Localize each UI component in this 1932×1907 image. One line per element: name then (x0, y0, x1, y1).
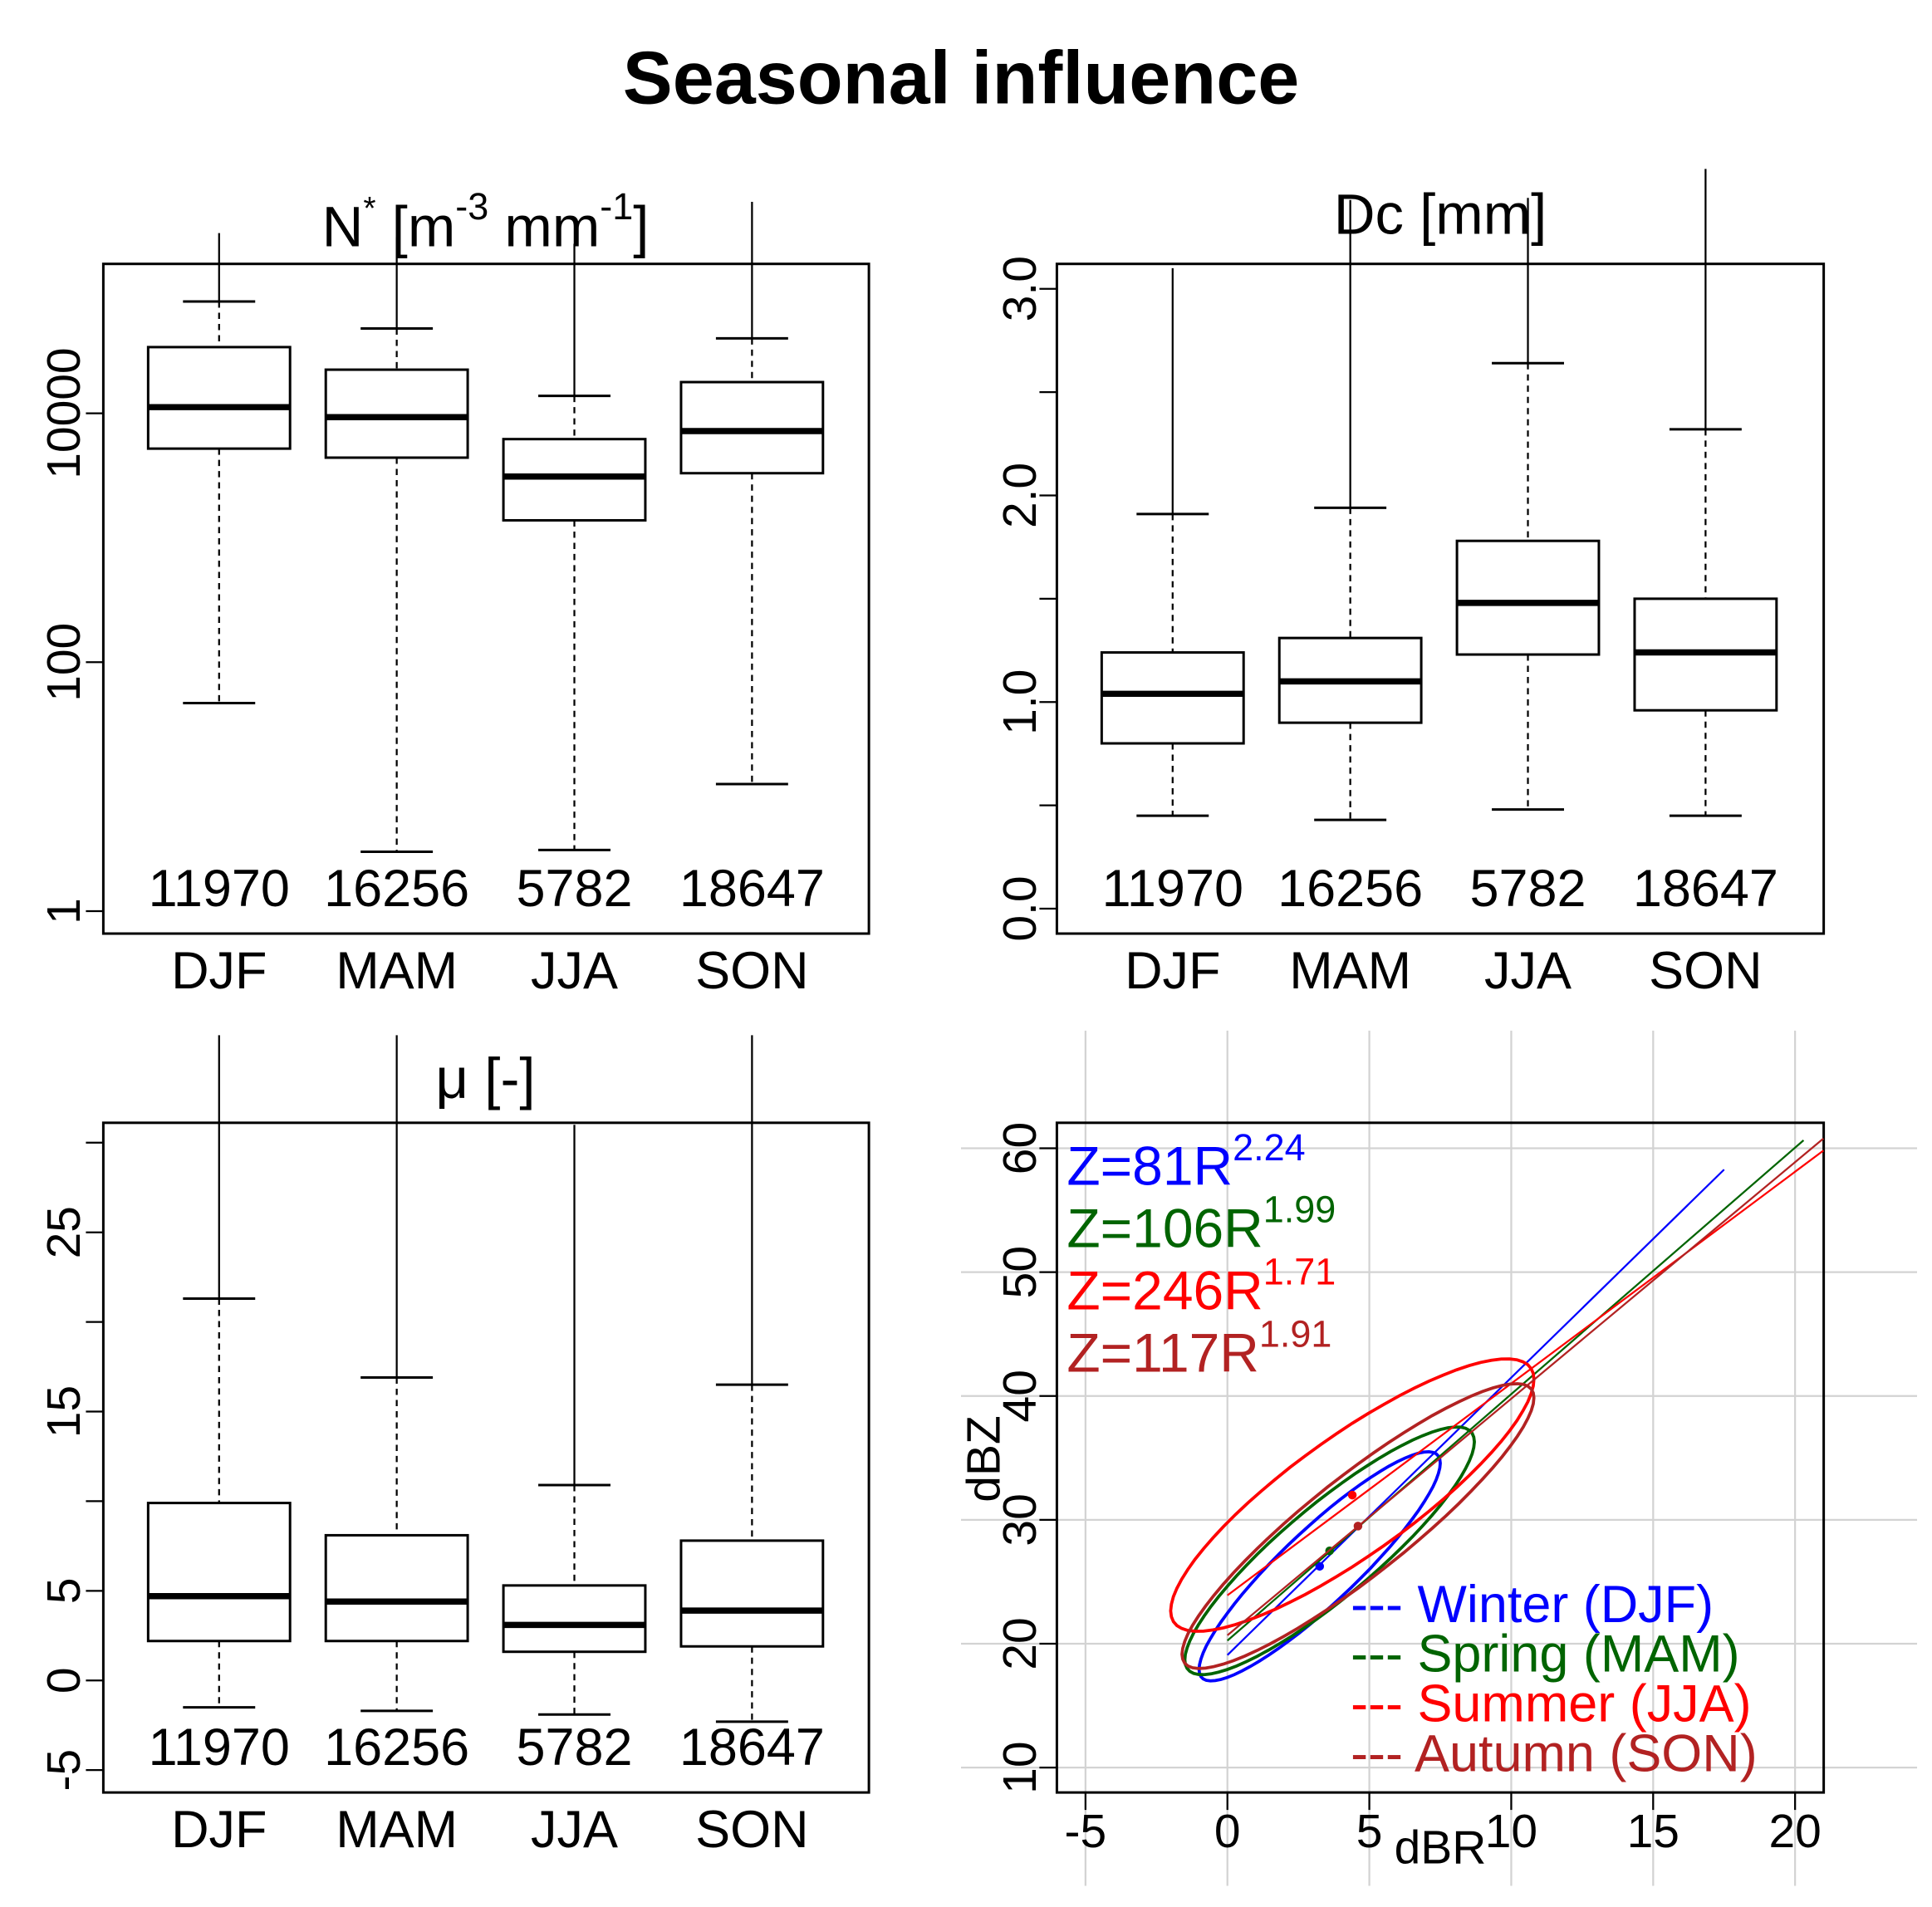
panel-dc-boxplot: 11970 DJF 16256 MAM 5782 JJA 18647 SON 0.0 1.0 2.0… (993, 169, 1826, 1000)
legend-entry: --- Summer (JJA) (1351, 1675, 1751, 1733)
ellipse-autumn (1180, 1382, 1536, 1670)
category-label: MAM (336, 1801, 458, 1859)
box-JJA (502, 438, 647, 522)
y-tick-label: 15 (37, 1385, 91, 1438)
equation-exponent: 2.24 (1233, 1126, 1306, 1169)
ellipse-summer (1169, 1357, 1536, 1633)
count-label: 5782 (516, 860, 632, 918)
category-label: DJF (171, 942, 267, 1000)
y-tick-label: 10 (993, 1741, 1047, 1793)
box-SON (679, 380, 825, 475)
equation-exponent: 1.99 (1263, 1189, 1336, 1231)
x-tick-label: 10 (1485, 1805, 1537, 1858)
y-tick-label: 1.0 (993, 669, 1047, 735)
fit-line-summer (1227, 1150, 1824, 1596)
count-label: 11970 (149, 1718, 290, 1777)
x-axis-label: dBR (1395, 1821, 1487, 1875)
category-label: SON (695, 1801, 808, 1859)
plot-frame (101, 262, 870, 935)
count-label: 16256 (324, 860, 469, 918)
y-tick-label: 2.0 (993, 463, 1047, 528)
category-label: JJA (1484, 942, 1572, 1000)
fit-line-spring (1226, 1140, 1805, 1642)
y-tick-label: 10000 (37, 347, 91, 478)
ellipse-spring (1183, 1425, 1476, 1677)
zr-equation: Z=117R1.91 (1067, 1313, 1331, 1384)
x-tick-label: 0 (1214, 1805, 1241, 1858)
y-tick-label: 5 (37, 1577, 91, 1604)
panel-mu-title: μ [-] (435, 1047, 535, 1110)
box-DJF (146, 1502, 292, 1643)
y-tick-label: 50 (993, 1246, 1047, 1298)
count-label: 5782 (1470, 860, 1586, 918)
plot-frame (101, 1121, 870, 1794)
plot-frame (1055, 1121, 1826, 1794)
category-label: JJA (531, 942, 618, 1000)
legend-entry: --- Autumn (SON) (1351, 1725, 1758, 1783)
count-label: 16256 (324, 1718, 469, 1777)
count-label: 18647 (679, 860, 825, 918)
box-MAM (324, 368, 469, 459)
category-label: DJF (171, 1801, 267, 1859)
panel-n-title: N* [m-3 mm-1] (322, 185, 650, 259)
legend-entry: --- Spring (MAM) (1351, 1625, 1740, 1684)
box-JJA (1455, 539, 1601, 656)
equation-base: Z=246R (1067, 1260, 1263, 1321)
y-tick-label: -5 (37, 1749, 91, 1792)
y-tick-label: 60 (993, 1122, 1047, 1174)
figure-title: Seasonal influence (623, 37, 1299, 120)
y-tick-label: 40 (993, 1370, 1047, 1422)
panel-dc-title: Dc [mm] (1334, 183, 1547, 247)
equation-base: Z=106R (1067, 1198, 1263, 1259)
count-label: 11970 (149, 860, 290, 918)
y-tick-label: 20 (993, 1617, 1047, 1669)
category-label: SON (695, 942, 808, 1000)
panel-mu-boxplot: 11970 DJF 16256 MAM 5782 JJA 18647 SON -5 0 5 15 25 (37, 1035, 870, 1859)
y-tick-label: 25 (37, 1206, 91, 1258)
fit-line-winter (1226, 1169, 1725, 1656)
equation-exponent: 1.71 (1263, 1251, 1336, 1293)
category-label: SON (1649, 942, 1762, 1000)
x-tick-label: 5 (1356, 1805, 1383, 1858)
count-label: 18647 (1633, 860, 1778, 918)
category-label: JJA (531, 1801, 618, 1859)
equation-base: Z=117R (1067, 1322, 1259, 1384)
legend-entry: --- Winter (DJF) (1351, 1576, 1714, 1634)
x-tick-label: 20 (1768, 1805, 1821, 1858)
centroid-winter (1315, 1561, 1325, 1571)
count-label: 18647 (679, 1718, 825, 1777)
equation-base: Z=81R (1067, 1135, 1233, 1197)
category-label: DJF (1125, 942, 1220, 1000)
box-JJA (502, 1584, 647, 1654)
y-tick-label: 0 (37, 1667, 91, 1694)
count-label: 11970 (1102, 860, 1243, 918)
panel-zr-scatter: Z=81R2.24 --- Winter (DJF) Z=106R1.99 --- S… (957, 1030, 1918, 1886)
x-tick-label: 15 (1627, 1805, 1679, 1858)
y-tick-label: 3.0 (993, 256, 1047, 321)
category-label: MAM (1289, 942, 1411, 1000)
zr-equation: Z=246R1.71 (1067, 1251, 1336, 1321)
zr-equation: Z=81R2.24 (1067, 1126, 1305, 1197)
y-tick-label: 30 (993, 1493, 1047, 1546)
box-DJF (146, 346, 292, 450)
category-label: MAM (336, 942, 458, 1000)
equation-exponent: 1.91 (1259, 1313, 1332, 1355)
count-label: 5782 (516, 1718, 632, 1777)
fit-line-autumn (1227, 1137, 1825, 1636)
zr-equation: Z=106R1.99 (1067, 1189, 1336, 1259)
y-tick-label: 100 (37, 623, 91, 702)
y-tick-label: 0.0 (993, 875, 1047, 941)
y-axis-label: dBZ (957, 1415, 1010, 1502)
box-MAM (324, 1533, 469, 1643)
y-tick-label: 1 (37, 898, 91, 924)
box-SON (679, 1539, 825, 1648)
centroid-summer (1347, 1490, 1357, 1500)
box-DJF (1100, 651, 1245, 745)
x-tick-label: -5 (1065, 1805, 1107, 1858)
count-label: 16256 (1277, 860, 1423, 918)
panel-n-boxplot: 11970 DJF 16256 MAM 5782 JJA 18647 SON 1 100 10000 (37, 201, 870, 1000)
